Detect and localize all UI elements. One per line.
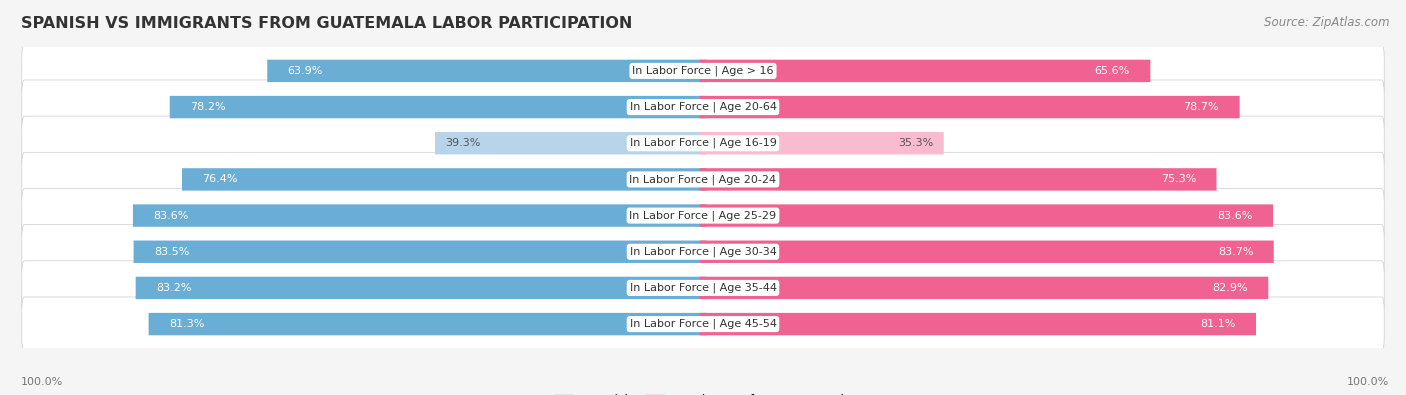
FancyBboxPatch shape [21, 261, 1385, 315]
FancyBboxPatch shape [21, 297, 1385, 351]
FancyBboxPatch shape [700, 313, 1256, 335]
FancyBboxPatch shape [21, 44, 1385, 98]
FancyBboxPatch shape [700, 277, 1268, 299]
FancyBboxPatch shape [181, 168, 706, 191]
Text: 35.3%: 35.3% [898, 138, 934, 148]
Text: Source: ZipAtlas.com: Source: ZipAtlas.com [1264, 16, 1389, 29]
FancyBboxPatch shape [149, 313, 706, 335]
FancyBboxPatch shape [267, 60, 706, 82]
Legend: Spanish, Immigrants from Guatemala: Spanish, Immigrants from Guatemala [554, 394, 852, 395]
FancyBboxPatch shape [700, 60, 1150, 82]
Text: In Labor Force | Age 45-54: In Labor Force | Age 45-54 [630, 319, 776, 329]
Text: 83.5%: 83.5% [155, 247, 190, 257]
Text: 39.3%: 39.3% [446, 138, 481, 148]
FancyBboxPatch shape [21, 80, 1385, 134]
Text: 82.9%: 82.9% [1212, 283, 1249, 293]
Text: In Labor Force | Age 30-34: In Labor Force | Age 30-34 [630, 246, 776, 257]
FancyBboxPatch shape [700, 132, 943, 154]
FancyBboxPatch shape [21, 152, 1385, 207]
FancyBboxPatch shape [434, 132, 706, 154]
FancyBboxPatch shape [700, 96, 1240, 118]
Text: 63.9%: 63.9% [288, 66, 323, 76]
FancyBboxPatch shape [700, 204, 1272, 227]
Text: In Labor Force | Age > 16: In Labor Force | Age > 16 [633, 66, 773, 76]
Text: In Labor Force | Age 16-19: In Labor Force | Age 16-19 [630, 138, 776, 149]
Text: 81.1%: 81.1% [1201, 319, 1236, 329]
Text: 100.0%: 100.0% [21, 377, 63, 387]
Text: SPANISH VS IMMIGRANTS FROM GUATEMALA LABOR PARTICIPATION: SPANISH VS IMMIGRANTS FROM GUATEMALA LAB… [21, 16, 633, 31]
FancyBboxPatch shape [21, 116, 1385, 170]
Text: In Labor Force | Age 25-29: In Labor Force | Age 25-29 [630, 210, 776, 221]
Text: 75.3%: 75.3% [1160, 175, 1197, 184]
Text: 83.7%: 83.7% [1218, 247, 1253, 257]
FancyBboxPatch shape [170, 96, 706, 118]
Text: 78.7%: 78.7% [1184, 102, 1219, 112]
Text: 78.2%: 78.2% [190, 102, 226, 112]
Text: In Labor Force | Age 20-64: In Labor Force | Age 20-64 [630, 102, 776, 112]
Text: 83.2%: 83.2% [156, 283, 191, 293]
Text: 83.6%: 83.6% [153, 211, 188, 220]
FancyBboxPatch shape [134, 204, 706, 227]
Text: In Labor Force | Age 20-24: In Labor Force | Age 20-24 [630, 174, 776, 185]
Text: 76.4%: 76.4% [202, 175, 238, 184]
FancyBboxPatch shape [21, 225, 1385, 279]
Text: 65.6%: 65.6% [1095, 66, 1130, 76]
FancyBboxPatch shape [134, 241, 706, 263]
FancyBboxPatch shape [700, 168, 1216, 191]
Text: 83.6%: 83.6% [1218, 211, 1253, 220]
FancyBboxPatch shape [21, 188, 1385, 243]
Text: 81.3%: 81.3% [169, 319, 204, 329]
Text: 100.0%: 100.0% [1347, 377, 1389, 387]
FancyBboxPatch shape [135, 277, 706, 299]
Text: In Labor Force | Age 35-44: In Labor Force | Age 35-44 [630, 283, 776, 293]
FancyBboxPatch shape [700, 241, 1274, 263]
